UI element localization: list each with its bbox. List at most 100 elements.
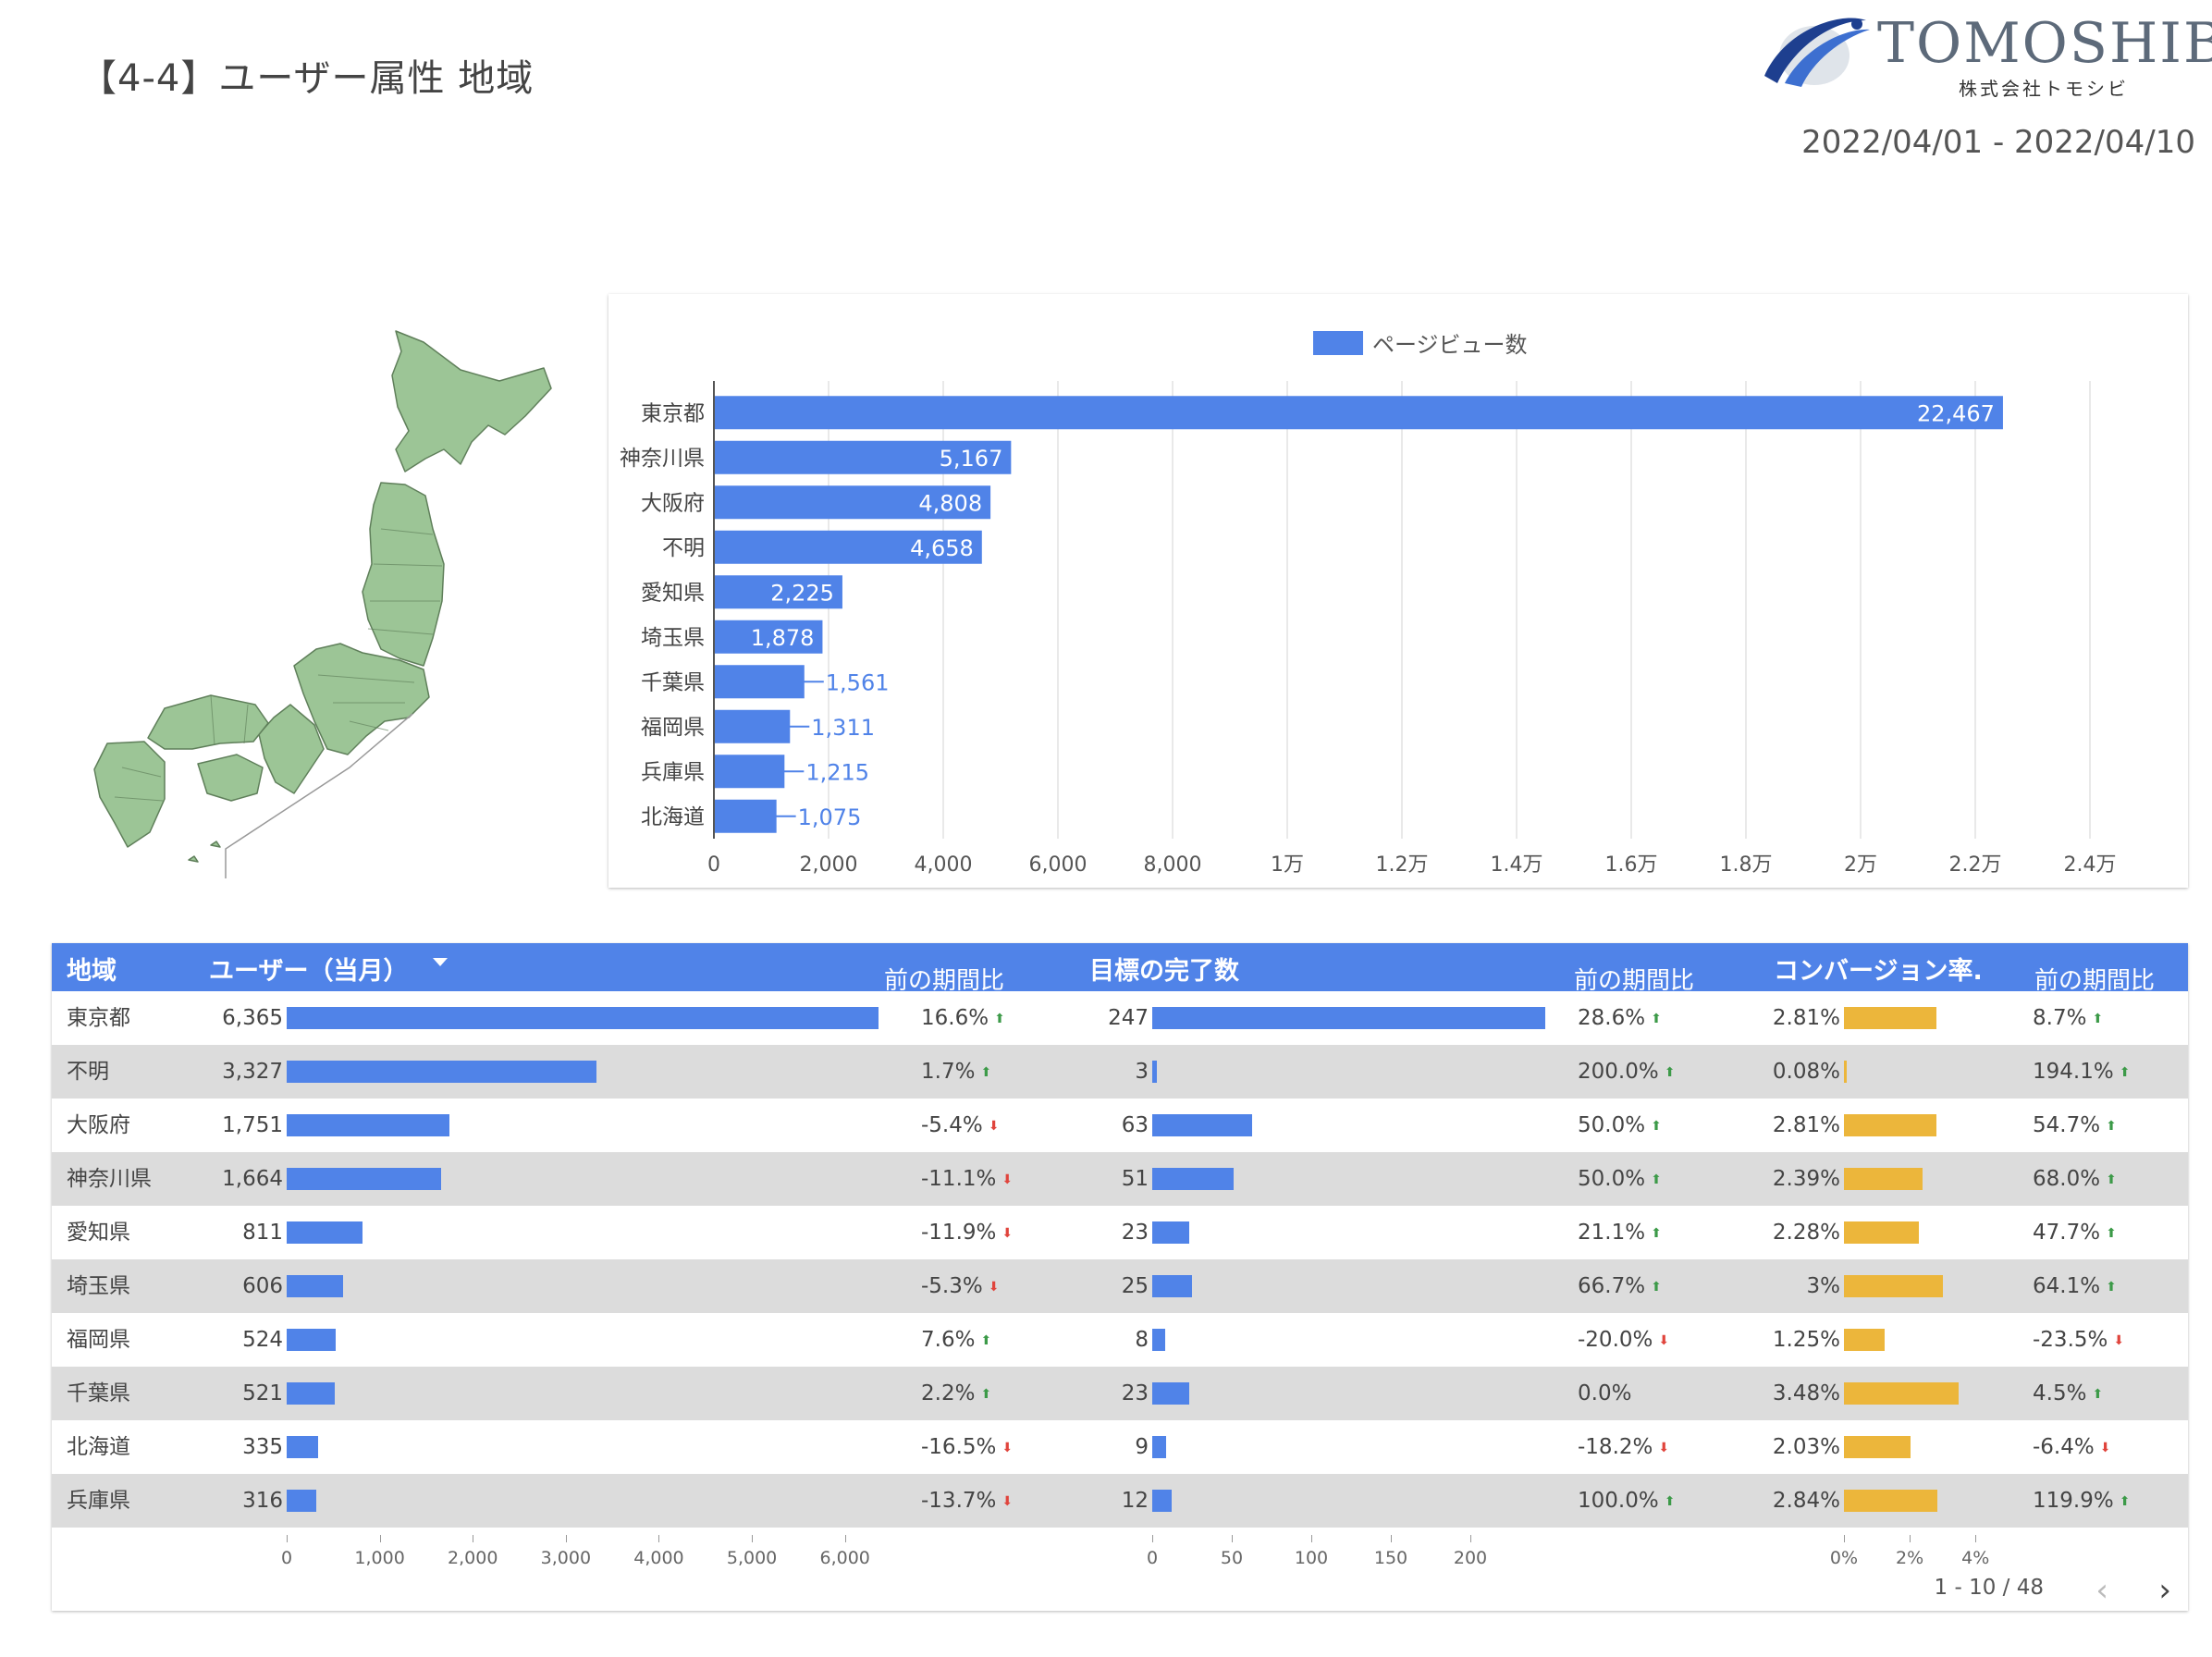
goals-value: 9 <box>1135 1435 1149 1459</box>
users-value: 1,751 <box>222 1113 283 1137</box>
bar[interactable] <box>715 665 805 699</box>
goals-value: 3 <box>1135 1060 1149 1084</box>
bar[interactable] <box>715 530 982 564</box>
users-change: 1.7% ⬆ <box>921 1057 991 1087</box>
table-row[interactable]: 神奈川県 1,664 -11.1% ⬇ 51 50.0% ⬆ 2.39% 68.0% ⬆ <box>52 1152 2188 1206</box>
goals-change-text: 200.0% <box>1578 1060 1659 1084</box>
table-row[interactable]: 不明 3,327 1.7% ⬆ 3 200.0% ⬆ 0.08% 194.1% ⬆ <box>52 1045 2188 1099</box>
goals-axis-tick-label: 0 <box>1146 1548 1159 1568</box>
arrow-up-icon: ⬆ <box>2092 1387 2104 1402</box>
col-header-cvr-change[interactable]: 前の期間比 <box>2034 967 2156 995</box>
arrow-down-icon: ⬇ <box>1002 1494 1014 1509</box>
cvr-change: 8.7% ⬆ <box>2033 1003 2103 1034</box>
region-cell: 愛知県 <box>67 1221 130 1245</box>
users-axis-tick-label: 5,000 <box>726 1548 778 1568</box>
bar[interactable] <box>715 709 791 743</box>
col-header-region[interactable]: 地域 <box>67 957 117 986</box>
arrow-down-icon: ⬇ <box>2099 1441 2111 1455</box>
x-tick-label: 1.8万 <box>1720 853 1773 877</box>
arrow-up-icon: ⬆ <box>2119 1065 2131 1080</box>
sort-descending-icon[interactable] <box>433 958 448 966</box>
bar[interactable] <box>715 440 1012 474</box>
map-region-kyushu <box>93 741 166 848</box>
col-header-users[interactable]: ユーザー（当月） <box>209 957 409 986</box>
users-change: -11.9% ⬇ <box>921 1218 1013 1248</box>
arrow-up-icon: ⬆ <box>1651 1119 1662 1134</box>
cvr-change-text: 64.1% <box>2033 1274 2101 1298</box>
users-bar <box>287 1275 343 1297</box>
goals-bar <box>1152 1221 1189 1244</box>
table-row[interactable]: 埼玉県 606 -5.3% ⬇ 25 66.7% ⬆ 3% 64.1% ⬆ <box>52 1259 2188 1313</box>
bar[interactable] <box>715 620 823 654</box>
bar[interactable] <box>715 799 777 833</box>
col-header-conversion-rate[interactable]: コンバージョン率. <box>1774 957 1983 986</box>
users-change: -13.7% ⬇ <box>921 1486 1013 1516</box>
pageviews-bar-chart[interactable]: ページビュー数 0 2,000 4,000 6,000 8,000 1万 1.2万 1.4万 1.… <box>608 294 2188 888</box>
logo-company-name: 株式会社トモシビ <box>1959 78 2129 100</box>
table-row[interactable]: 愛知県 811 -11.9% ⬇ 23 21.1% ⬆ 2.28% 47.7% ⬆ <box>52 1206 2188 1259</box>
arrow-up-icon: ⬆ <box>2106 1119 2117 1134</box>
cvr-bar <box>1844 1061 1847 1083</box>
table-row[interactable]: 福岡県 524 7.6% ⬆ 8 -20.0% ⬇ 1.25% -23.5% ⬇ <box>52 1313 2188 1367</box>
goals-axis-tickmark <box>1311 1535 1312 1542</box>
bar[interactable] <box>715 485 991 520</box>
table-row[interactable]: 北海道 335 -16.5% ⬇ 9 -18.2% ⬇ 2.03% -6.4% ⬇ <box>52 1420 2188 1474</box>
cvr-value: 1.25% <box>1772 1328 1840 1352</box>
category-label: 愛知県 <box>641 581 705 605</box>
cvr-axis-tickmark <box>1910 1535 1911 1542</box>
users-change-text: -11.1% <box>921 1167 997 1191</box>
cvr-value: 2.81% <box>1772 1113 1840 1137</box>
users-axis-tickmark <box>752 1535 754 1542</box>
users-change-text: 7.6% <box>921 1328 976 1352</box>
japan-geo-map[interactable] <box>26 287 581 897</box>
col-header-users-change[interactable]: 前の期間比 <box>884 967 1005 995</box>
users-bar <box>287 1114 450 1136</box>
cvr-change-text: 119.9% <box>2033 1489 2114 1513</box>
arrow-down-icon: ⬇ <box>1002 1441 1014 1455</box>
table-row[interactable]: 千葉県 521 2.2% ⬆ 23 0.0% 3.48% 4.5% ⬆ <box>52 1367 2188 1420</box>
x-tick-label: 4,000 <box>915 853 973 877</box>
next-page-icon[interactable]: › <box>2158 1572 2171 1609</box>
col-header-goals[interactable]: 目標の完了数 <box>1089 957 1239 986</box>
date-range-selector[interactable]: 2022/04/01 - 2022/04/10 <box>1801 124 2195 161</box>
arrow-up-icon: ⬆ <box>1651 1226 1662 1241</box>
users-bar <box>287 1168 442 1190</box>
arrow-up-icon: ⬆ <box>1651 1012 1662 1026</box>
users-change: -11.1% ⬇ <box>921 1164 1013 1195</box>
goals-change: 0.0% <box>1578 1379 1631 1408</box>
bar[interactable] <box>715 396 2003 430</box>
users-value: 521 <box>242 1381 283 1405</box>
cvr-change: 68.0% ⬆ <box>2033 1164 2117 1195</box>
map-inset-divider <box>225 713 413 878</box>
prev-page-icon[interactable]: ‹ <box>2095 1572 2108 1609</box>
col-header-goals-change[interactable]: 前の期間比 <box>1574 967 1695 995</box>
region-cell: 兵庫県 <box>67 1489 130 1513</box>
users-change: 16.6% ⬆ <box>921 1003 1005 1034</box>
cvr-value: 3% <box>1806 1274 1841 1298</box>
goals-change: 28.6% ⬆ <box>1578 1003 1662 1034</box>
table-row[interactable]: 大阪府 1,751 -5.4% ⬇ 63 50.0% ⬆ 2.81% 54.7% ⬆ <box>52 1099 2188 1152</box>
goals-change: 66.7% ⬆ <box>1578 1271 1662 1302</box>
goals-axis-tickmark <box>1391 1535 1392 1542</box>
arrow-up-icon: ⬆ <box>2119 1494 2131 1509</box>
cvr-change-text: 8.7% <box>2033 1006 2087 1030</box>
cvr-value: 2.39% <box>1772 1167 1840 1191</box>
users-change: 2.2% ⬆ <box>921 1379 991 1409</box>
goals-change-text: 21.1% <box>1578 1221 1646 1245</box>
goals-bar <box>1152 1168 1234 1190</box>
table-row[interactable]: 兵庫県 316 -13.7% ⬇ 12 100.0% ⬆ 2.84% 119.9% ⬆ <box>52 1474 2188 1528</box>
table-row[interactable]: 東京都 6,365 16.6% ⬆ 247 28.6% ⬆ 2.81% 8.7% ⬆ <box>52 991 2188 1045</box>
cvr-value: 2.28% <box>1772 1221 1840 1245</box>
users-bar <box>287 1061 596 1083</box>
users-axis-tickmark <box>658 1535 660 1542</box>
bar[interactable] <box>715 755 785 789</box>
cvr-bar <box>1844 1168 1923 1190</box>
cvr-bar <box>1844 1490 1937 1512</box>
cvr-change: 47.7% ⬆ <box>2033 1218 2117 1248</box>
goals-change-text: -18.2% <box>1578 1435 1653 1459</box>
bar[interactable] <box>715 575 842 609</box>
goals-axis-tickmark <box>1232 1535 1233 1542</box>
users-value: 606 <box>242 1274 283 1298</box>
category-label: 神奈川県 <box>620 447 705 471</box>
cvr-value: 3.48% <box>1772 1381 1840 1405</box>
